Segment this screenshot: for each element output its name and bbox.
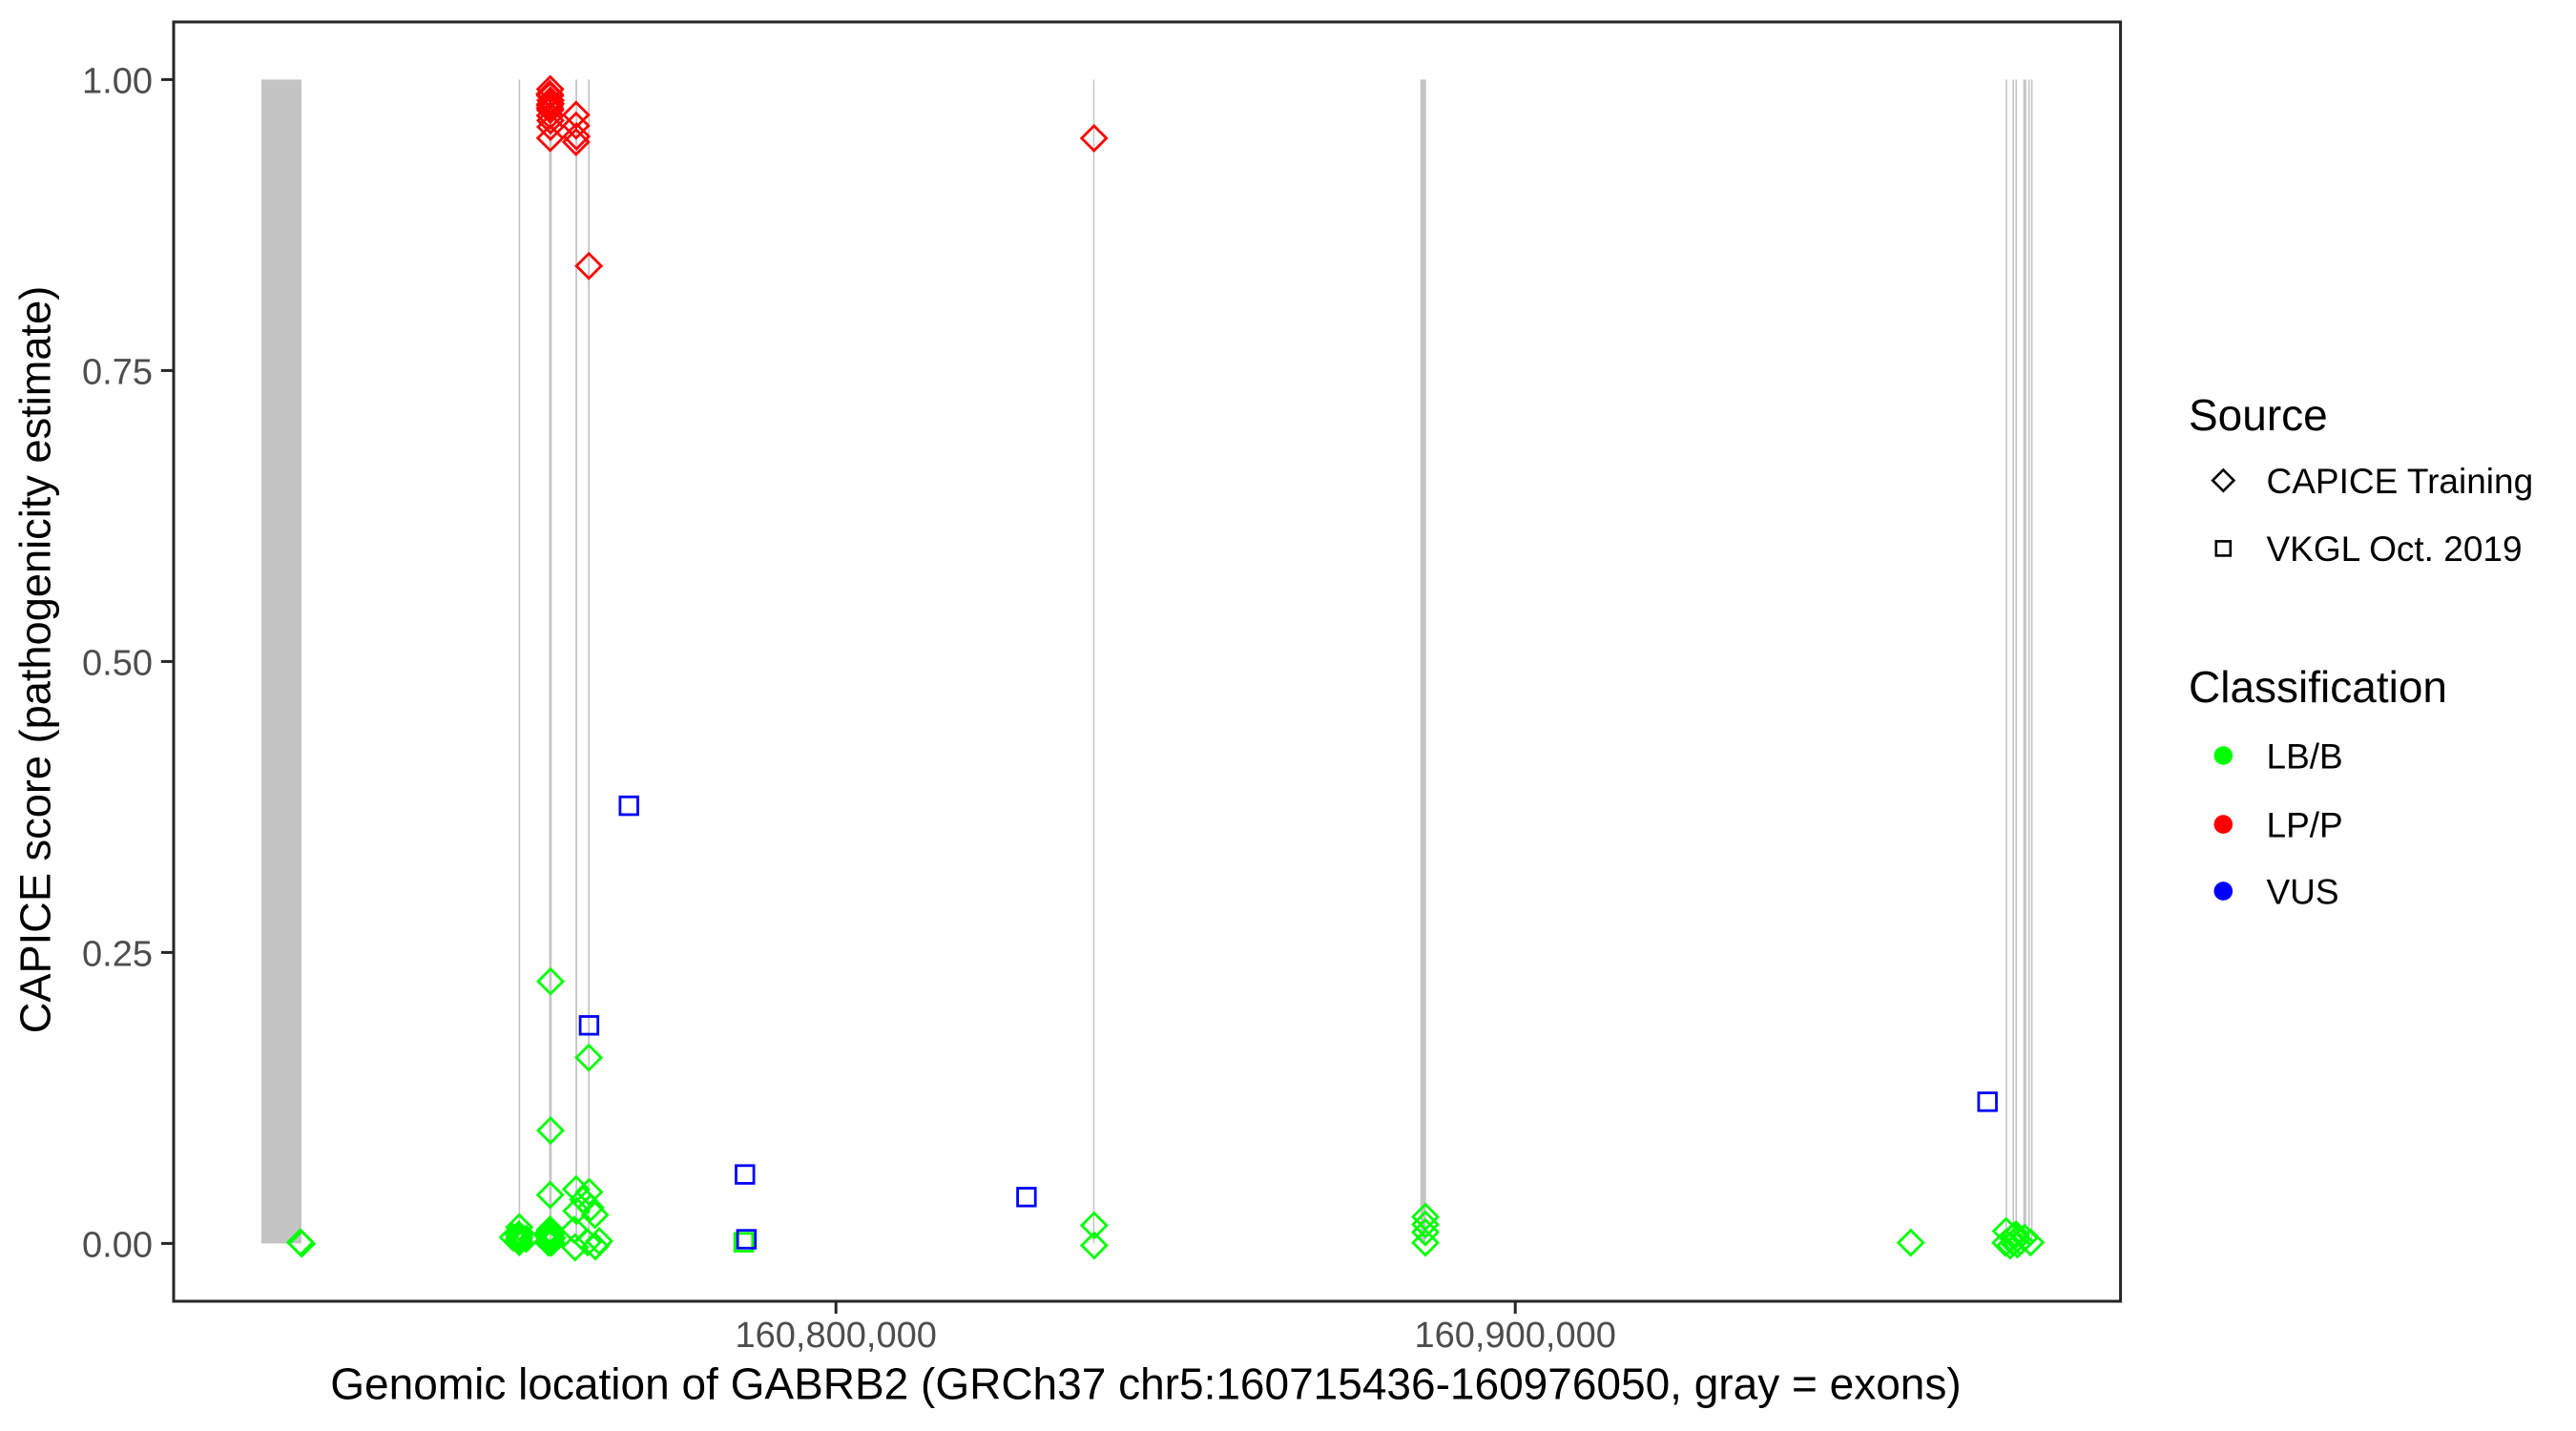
svg-text:0.25: 0.25 xyxy=(82,934,153,974)
svg-text:CAPICE score (pathogenicity es: CAPICE score (pathogenicity estimate) xyxy=(11,286,60,1034)
svg-text:160,900,000: 160,900,000 xyxy=(1415,1316,1616,1356)
svg-text:Genomic location of GABRB2 (GR: Genomic location of GABRB2 (GRCh37 chr5:… xyxy=(330,1359,1961,1409)
svg-text:LP/P: LP/P xyxy=(2267,805,2343,844)
svg-text:VUS: VUS xyxy=(2267,872,2339,911)
svg-text:VKGL Oct. 2019: VKGL Oct. 2019 xyxy=(2267,529,2523,569)
svg-text:CAPICE Training: CAPICE Training xyxy=(2267,462,2534,501)
svg-text:0.75: 0.75 xyxy=(82,352,153,392)
svg-text:1.00: 1.00 xyxy=(82,61,153,101)
svg-text:LB/B: LB/B xyxy=(2267,736,2343,776)
svg-text:0.50: 0.50 xyxy=(82,643,153,683)
svg-text:0.00: 0.00 xyxy=(82,1225,153,1265)
svg-text:Classification: Classification xyxy=(2189,662,2447,712)
svg-text:160,800,000: 160,800,000 xyxy=(736,1316,937,1356)
svg-text:Source: Source xyxy=(2189,390,2328,440)
